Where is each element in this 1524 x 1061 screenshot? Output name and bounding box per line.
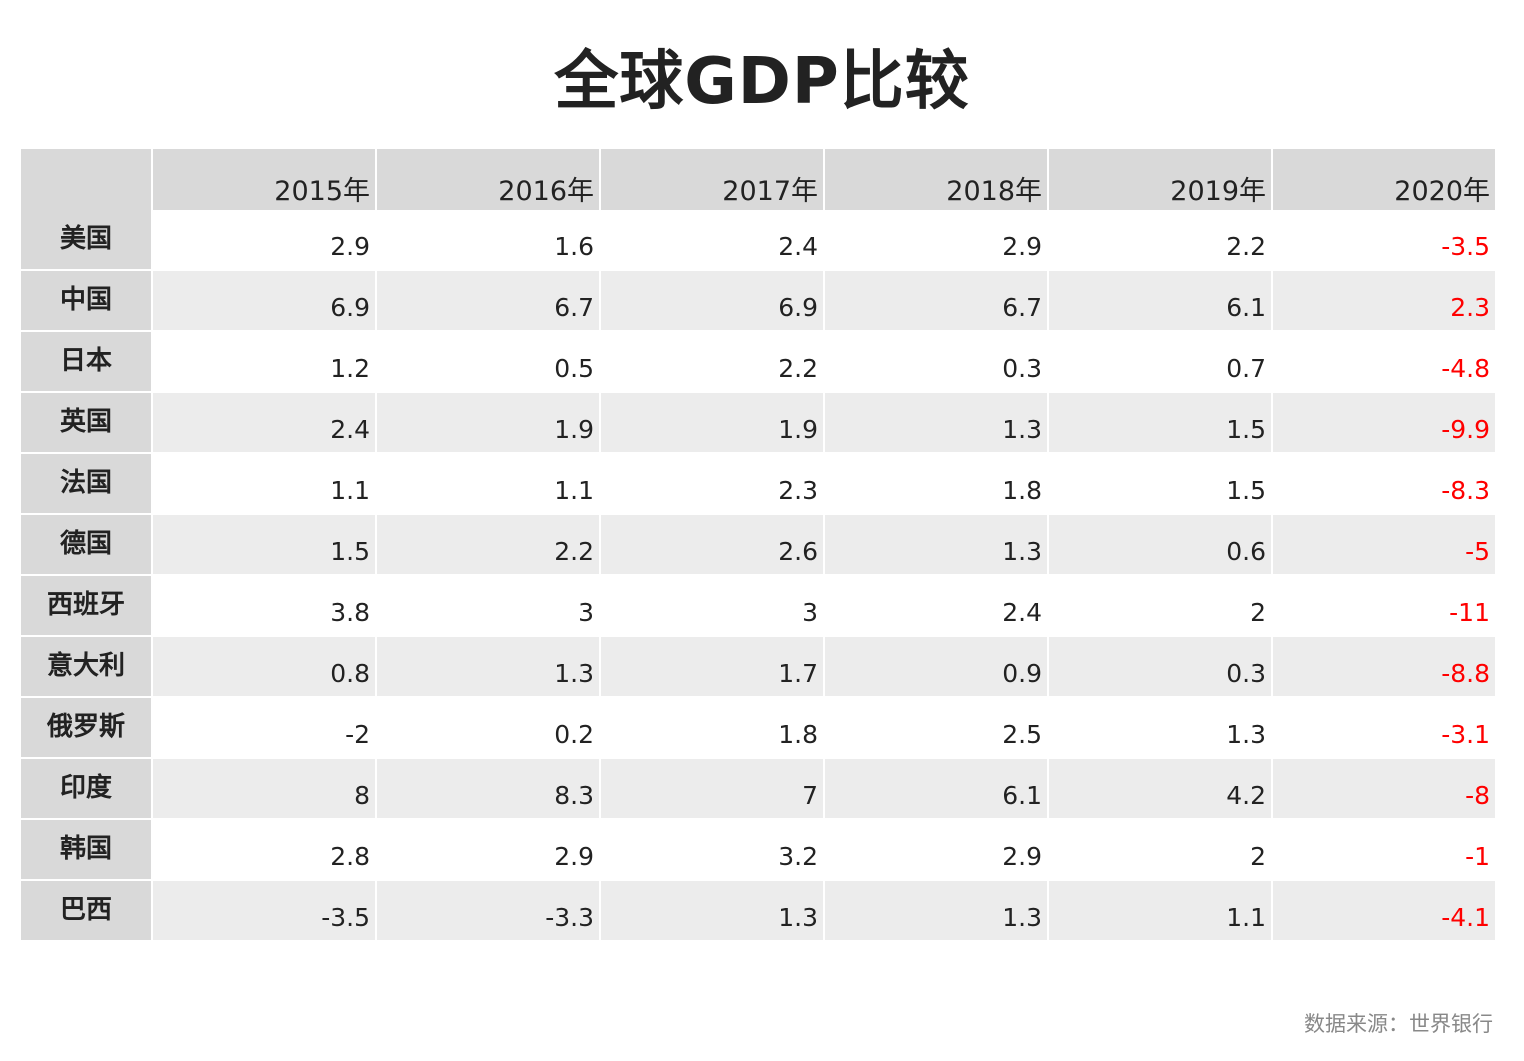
table-cell-highlight: -3.5 [1273,210,1497,271]
row-header-country: 印度 [21,759,153,820]
table-cell: 0.8 [153,637,377,698]
table-cell: -3.3 [377,881,601,942]
table-cell: 2.6 [601,515,825,576]
table-cell-highlight: -9.9 [1273,393,1497,454]
row-header-country: 中国 [21,271,153,332]
row-header-country: 日本 [21,332,153,393]
table-cell: 6.1 [825,759,1049,820]
table-cell: 1.1 [153,454,377,515]
gdp-table: 2015年 2016年 2017年 2018年 2019年 2020年 美国 2.9 1.6 2.… [21,149,1497,942]
table-cell: 2 [1049,820,1273,881]
table-cell: 2.9 [377,820,601,881]
table-cell: 1.1 [1049,881,1273,942]
table-cell: 2.2 [601,332,825,393]
table-cell: 2.2 [1049,210,1273,271]
table-cell-highlight: -1 [1273,820,1497,881]
table-cell: 2.8 [153,820,377,881]
table-cell: 2.2 [377,515,601,576]
table-cell: 0.7 [1049,332,1273,393]
table-cell: 1.3 [825,515,1049,576]
table-cell: 8 [153,759,377,820]
table-cell: 1.8 [601,698,825,759]
table-cell: 1.9 [601,393,825,454]
table-cell: 3 [377,576,601,637]
table-cell-highlight: -8.3 [1273,454,1497,515]
table-cell: 6.9 [153,271,377,332]
table-cell: 7 [601,759,825,820]
table-cell: 2 [1049,576,1273,637]
table-cell: 1.3 [825,393,1049,454]
table-cell: -3.5 [153,881,377,942]
table-cell: 1.3 [825,881,1049,942]
row-header-country: 法国 [21,454,153,515]
table-cell-highlight: 2.3 [1273,271,1497,332]
row-header-country: 俄罗斯 [21,698,153,759]
table-cell: 2.4 [601,210,825,271]
table-cell: 0.3 [1049,637,1273,698]
page-title: 全球GDP比较 [554,45,970,119]
row-header-country: 巴西 [21,881,153,942]
table-cell-highlight: -4.1 [1273,881,1497,942]
table-cell: 1.6 [377,210,601,271]
table-cell: 3 [601,576,825,637]
source-note: 数据来源：世界银行 [1304,1012,1493,1036]
table-cell: 2.5 [825,698,1049,759]
table-cell: 0.5 [377,332,601,393]
table-cell: 1.5 [153,515,377,576]
table-cell-highlight: -3.1 [1273,698,1497,759]
table-cell: 1.7 [601,637,825,698]
table-cell-highlight: -8 [1273,759,1497,820]
row-header-country: 西班牙 [21,576,153,637]
table-cell: 6.7 [825,271,1049,332]
table-cell: 1.5 [1049,454,1273,515]
table-cell: 0.9 [825,637,1049,698]
table-cell: 2.3 [601,454,825,515]
table-cell: 4.2 [1049,759,1273,820]
table-cell: 1.3 [1049,698,1273,759]
table-cell: 2.4 [153,393,377,454]
table-cell: 6.7 [377,271,601,332]
table-cell-highlight: -11 [1273,576,1497,637]
table-cell: 2.9 [825,820,1049,881]
table-cell: 2.4 [825,576,1049,637]
table-cell: 1.8 [825,454,1049,515]
table-cell: 3.2 [601,820,825,881]
table-cell-highlight: -5 [1273,515,1497,576]
table-cell: 6.9 [601,271,825,332]
row-header-country: 英国 [21,393,153,454]
table-cell-highlight: -4.8 [1273,332,1497,393]
table-cell: 1.3 [377,637,601,698]
table-cell: 8.3 [377,759,601,820]
row-header-country: 德国 [21,515,153,576]
row-header-country: 美国 [21,210,153,271]
table-cell: 1.5 [1049,393,1273,454]
table-cell-highlight: -8.8 [1273,637,1497,698]
table-cell: 6.1 [1049,271,1273,332]
table-cell: 2.9 [825,210,1049,271]
row-header-country: 韩国 [21,820,153,881]
table-cell: -2 [153,698,377,759]
table-cell: 0.6 [1049,515,1273,576]
row-header-country: 意大利 [21,637,153,698]
table-cell: 2.9 [153,210,377,271]
table-cell: 1.2 [153,332,377,393]
table-cell: 1.3 [601,881,825,942]
table-cell: 0.2 [377,698,601,759]
table-cell: 1.9 [377,393,601,454]
table-cell: 0.3 [825,332,1049,393]
table-cell: 1.1 [377,454,601,515]
table-cell: 3.8 [153,576,377,637]
